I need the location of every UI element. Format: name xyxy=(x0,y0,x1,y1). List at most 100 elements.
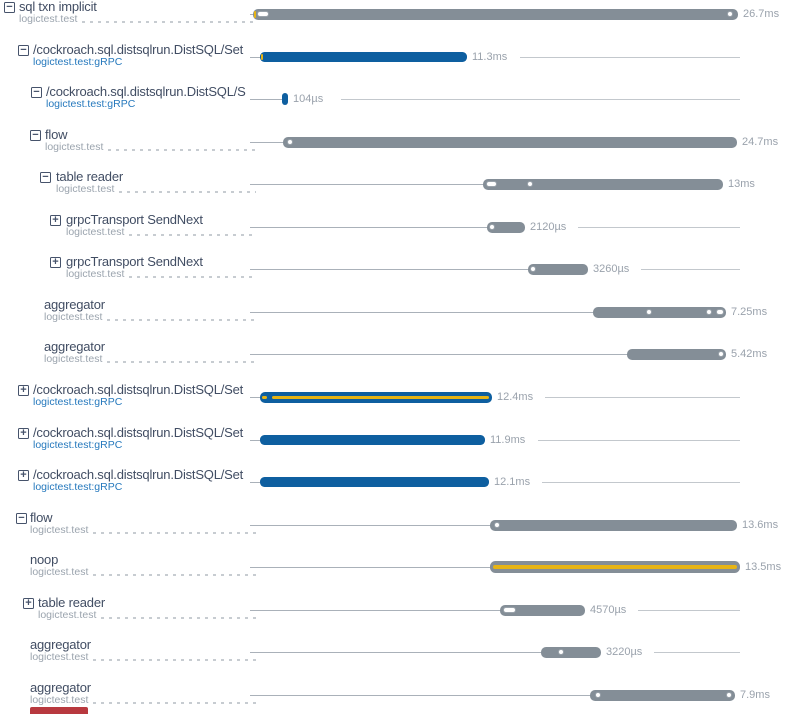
span-bar[interactable] xyxy=(490,519,737,531)
span-labels: sql txn implicit logictest.test xyxy=(19,0,258,25)
connector-line xyxy=(250,694,590,696)
span-bar[interactable] xyxy=(490,561,740,573)
span-name: table reader xyxy=(56,170,123,184)
duration-label: 13.6ms xyxy=(742,519,779,531)
span-bar[interactable] xyxy=(260,477,489,487)
expand-icon[interactable]: + xyxy=(18,427,29,439)
span-bar[interactable] xyxy=(590,689,735,701)
expand-icon[interactable]: + xyxy=(23,597,34,609)
event-marker[interactable] xyxy=(530,266,536,272)
span-source-label: logictest.test xyxy=(44,311,103,323)
event-marker[interactable] xyxy=(716,309,724,315)
span-name: /cockroach.sql.distsqlrun.DistSQL/Set xyxy=(33,43,244,57)
span-bar[interactable] xyxy=(593,306,726,318)
trace-span-row: + table reader logictest.test 4570µs xyxy=(0,596,786,639)
trace-span-row: noop logictest.test 13.5ms xyxy=(0,553,786,596)
expand-icon[interactable]: + xyxy=(18,384,29,396)
duration-label: 7.9ms xyxy=(740,689,770,701)
collapse-icon[interactable]: − xyxy=(4,1,15,13)
event-marker[interactable] xyxy=(494,522,500,528)
dashed-leader-line xyxy=(108,149,256,151)
collapse-icon[interactable]: − xyxy=(40,171,51,183)
span-bar[interactable] xyxy=(260,435,485,445)
span-labels: /cockroach.sql.distsqlrun.DistSQL/Set log… xyxy=(33,426,258,451)
span-labels: aggregator logictest.test xyxy=(30,681,258,706)
duration-label: 3260µs xyxy=(593,263,630,275)
duration-label: 11.9ms xyxy=(490,434,526,446)
span-bar[interactable] xyxy=(260,52,467,62)
event-marker[interactable] xyxy=(257,11,269,17)
span-source-label: logictest.test xyxy=(38,609,97,621)
connector-line xyxy=(250,651,541,653)
span-name: flow xyxy=(45,128,68,142)
trace-span-row: −/cockroach.sql.distsqlrun.DistSQL/S logi… xyxy=(0,85,786,128)
connector-line xyxy=(250,481,260,483)
connector-line xyxy=(250,566,490,568)
trace-span-row: + grpcTransport SendNext logictest.test 212… xyxy=(0,213,786,256)
span-sublabel-row: logictest.test xyxy=(66,227,258,238)
trail-line xyxy=(654,651,740,653)
span-sublabel-row: logictest.test xyxy=(30,525,258,536)
span-name: table reader xyxy=(38,596,105,610)
collapse-icon[interactable]: − xyxy=(18,44,29,56)
trace-span-row: − table reader logictest.test 13ms xyxy=(0,170,786,213)
span-labels: aggregator logictest.test xyxy=(44,340,258,365)
event-marker[interactable] xyxy=(718,351,724,357)
span-name: aggregator xyxy=(30,638,91,652)
span-bar[interactable] xyxy=(283,136,737,148)
span-name: flow xyxy=(30,511,53,525)
span-labels: flow logictest.test xyxy=(45,128,258,153)
connector-line xyxy=(250,13,253,15)
expand-icon[interactable]: + xyxy=(18,469,29,481)
event-marker[interactable] xyxy=(726,692,732,698)
span-source-label: logictest.test:gRPC xyxy=(33,481,123,493)
event-marker[interactable] xyxy=(706,309,712,315)
span-name: aggregator xyxy=(30,681,91,695)
trail-line xyxy=(578,226,740,228)
span-bar[interactable] xyxy=(260,391,492,403)
trail-line xyxy=(545,396,740,398)
connector-line xyxy=(250,141,283,143)
event-marker[interactable] xyxy=(489,224,495,230)
event-marker[interactable] xyxy=(486,181,497,187)
span-sublabel-row: logictest.test xyxy=(44,354,258,365)
collapse-icon[interactable]: − xyxy=(31,86,42,98)
trace-span-row: + /cockroach.sql.distsqlrun.DistSQL/Set lo… xyxy=(0,383,786,426)
span-bar[interactable] xyxy=(500,604,585,616)
event-marker[interactable] xyxy=(287,139,293,145)
expand-icon[interactable]: + xyxy=(50,214,61,226)
dashed-leader-line xyxy=(129,234,256,236)
connector-line xyxy=(250,56,260,58)
span-bar[interactable] xyxy=(541,646,601,658)
event-marker[interactable] xyxy=(595,692,601,698)
expand-icon[interactable]: + xyxy=(50,256,61,268)
event-marker[interactable] xyxy=(558,649,564,655)
event-marker[interactable] xyxy=(646,309,652,315)
duration-label: 7.25ms xyxy=(731,306,768,318)
event-marker[interactable] xyxy=(503,607,516,613)
event-marker[interactable] xyxy=(527,181,533,187)
span-bar[interactable] xyxy=(483,178,723,190)
highlight-stripe xyxy=(272,395,489,399)
span-bar[interactable] xyxy=(253,8,738,20)
duration-label: 104µs xyxy=(293,93,324,105)
partial-error-span-bar[interactable] xyxy=(30,707,88,714)
span-name: /cockroach.sql.distsqlrun.DistSQL/Set xyxy=(33,426,244,440)
connector-line xyxy=(250,353,627,355)
span-sublabel-row: logictest.test xyxy=(30,695,258,706)
span-labels: table reader logictest.test xyxy=(38,596,258,621)
connector-line xyxy=(250,609,500,611)
span-source-label: logictest.test xyxy=(45,141,104,153)
span-name: /cockroach.sql.distsqlrun.DistSQL/S xyxy=(46,85,246,99)
collapse-icon[interactable]: − xyxy=(30,129,41,141)
trace-span-row: + grpcTransport SendNext logictest.test 326… xyxy=(0,255,786,298)
event-marker[interactable] xyxy=(727,11,733,17)
span-bar[interactable] xyxy=(528,263,588,275)
highlight-stripe xyxy=(493,565,737,569)
trail-line xyxy=(341,98,740,100)
span-source-label: logictest.test xyxy=(30,524,89,536)
collapse-icon[interactable]: − xyxy=(16,512,27,524)
span-bar[interactable] xyxy=(627,348,726,360)
span-bar[interactable] xyxy=(487,221,525,233)
span-bar[interactable] xyxy=(282,93,288,105)
